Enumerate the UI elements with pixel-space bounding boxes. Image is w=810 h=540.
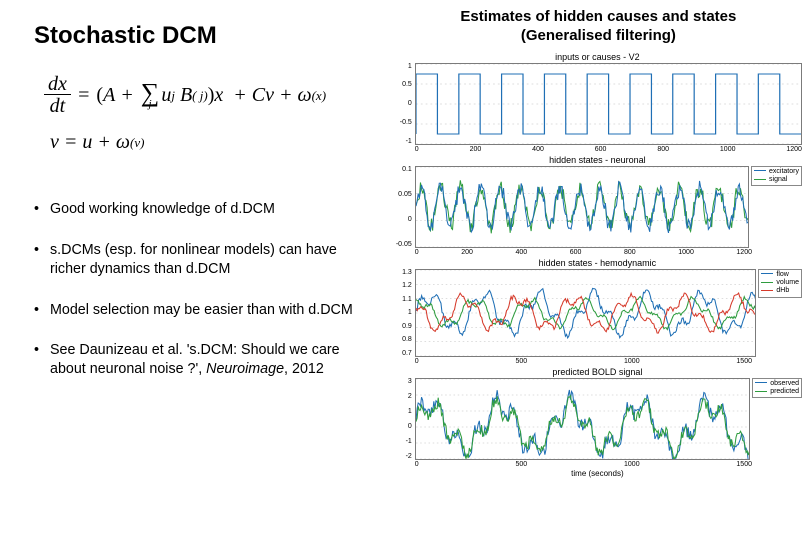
- right-title: Estimates of hidden causes and states (G…: [393, 8, 804, 46]
- chart: inputs or causes - V210.50-0.5-102004006…: [393, 50, 802, 153]
- chart: hidden states - hemodynamic1.31.21.110.9…: [393, 256, 802, 365]
- y-axis-ticks: 3210-1-2: [393, 378, 415, 460]
- plot-area: [415, 63, 802, 145]
- chart-legend: excitatorysignal: [751, 166, 802, 187]
- right-column: Estimates of hidden causes and states (G…: [389, 0, 810, 540]
- list-item: Good working knowledge of d.DCM: [34, 200, 375, 219]
- chart-title: predicted BOLD signal: [393, 367, 802, 377]
- bullet-list: Good working knowledge of d.DCM s.DCMs (…: [34, 200, 375, 379]
- chart-title: inputs or causes - V2: [393, 52, 802, 62]
- x-axis-ticks: 020040060080010001200: [415, 248, 752, 256]
- list-item: Model selection may be easier than with …: [34, 301, 375, 320]
- y-axis-ticks: 10.50-0.5-1: [393, 63, 415, 145]
- y-axis-ticks: 0.10.050-0.05: [393, 166, 415, 248]
- chart-legend: flowvolumedHb: [758, 269, 802, 298]
- list-item: See Daunizeau et al. 's.DCM: Should we c…: [34, 341, 375, 379]
- x-axis-ticks: 050010001500: [415, 460, 752, 468]
- slide-title: Stochastic DCM: [34, 22, 375, 50]
- bullet-text: Good working knowledge of d.DCM: [50, 201, 275, 217]
- chart-legend: observedpredicted: [752, 378, 802, 399]
- equation-1: dxdt = (A + ∑j uj B( j))x + Cv + ω(x): [44, 74, 375, 117]
- left-column: Stochastic DCM dxdt = (A + ∑j uj B( j))x…: [0, 0, 389, 540]
- y-axis-ticks: 1.31.21.110.90.80.7: [393, 269, 415, 357]
- equations-block: dxdt = (A + ∑j uj B( j))x + Cv + ω(x) v …: [44, 74, 375, 154]
- plot-area: [415, 378, 750, 460]
- chart: predicted BOLD signal3210-1-2 observedpre…: [393, 365, 802, 478]
- x-axis-ticks: 020040060080010001200: [415, 145, 802, 153]
- chart: hidden states - neuronal0.10.050-0.05 exc…: [393, 153, 802, 256]
- slide: Stochastic DCM dxdt = (A + ∑j uj B( j))x…: [0, 0, 810, 540]
- x-axis-label: time (seconds): [393, 469, 802, 478]
- list-item: s.DCMs (esp. for nonlinear models) can h…: [34, 241, 375, 279]
- bullet-text: Model selection may be easier than with …: [50, 302, 353, 318]
- plot-area: [415, 269, 757, 357]
- x-axis-ticks: 050010001500: [415, 357, 752, 365]
- charts-container: inputs or causes - V210.50-0.5-102004006…: [393, 50, 804, 478]
- bullet-text: See Daunizeau et al. 's.DCM: Should we c…: [50, 342, 340, 377]
- equation-2: v = u + ω(v): [44, 131, 375, 154]
- chart-title: hidden states - neuronal: [393, 155, 802, 165]
- plot-area: [415, 166, 749, 248]
- bullet-text: s.DCMs (esp. for nonlinear models) can h…: [50, 242, 337, 277]
- chart-title: hidden states - hemodynamic: [393, 258, 802, 268]
